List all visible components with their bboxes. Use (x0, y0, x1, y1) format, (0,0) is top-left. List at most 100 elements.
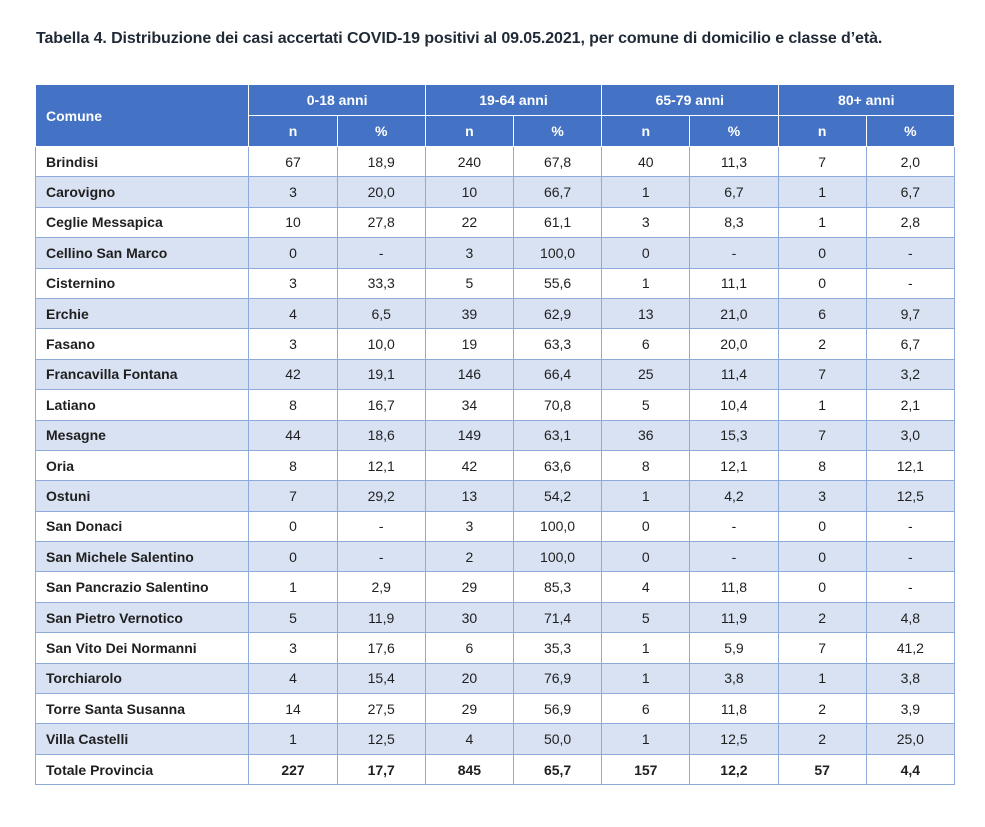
count-cell: 157 (601, 753, 691, 786)
count-cell: 29 (424, 571, 514, 603)
comune-cell: San Pancrazio Salentino (34, 571, 250, 603)
count-cell: 19 (424, 328, 514, 360)
count-cell: 39 (424, 297, 514, 330)
count-cell: 3 (424, 237, 514, 269)
comune-cell: Fasano (34, 328, 250, 360)
table-caption: Tabella 4. Distribuzione dei casi accert… (36, 30, 883, 47)
count-cell: 44 (248, 419, 338, 451)
count-cell: 6 (601, 328, 691, 360)
count-cell: 0 (777, 541, 867, 573)
comune-cell: Cisternino (34, 267, 250, 299)
header-group-0-18: 0-18 anni (248, 84, 426, 116)
count-cell: 1 (601, 480, 691, 512)
count-cell: 4 (248, 297, 338, 330)
header-pct: % (689, 115, 779, 147)
percent-cell: 6,7 (689, 176, 779, 208)
percent-cell: 8,3 (689, 206, 779, 239)
percent-cell: 66,7 (512, 176, 603, 208)
count-cell: 2 (777, 723, 867, 755)
table-row: Brindisi 67 18,9 240 67,8 40 11,3 7 2,0 (34, 145, 956, 178)
percent-cell: 27,5 (336, 693, 426, 725)
percent-cell: 100,0 (512, 237, 603, 269)
count-cell: 1 (777, 389, 867, 421)
percent-cell: 41,2 (865, 632, 956, 664)
count-cell: 8 (601, 449, 691, 482)
header-row-groups: Comune 0-18 anni 19-64 anni 65-79 anni 8… (34, 84, 956, 147)
table-row: San Donaci 0-3 100,0 0-0- (34, 510, 956, 543)
percent-cell: 63,1 (512, 419, 603, 451)
percent-cell: 5,9 (689, 632, 779, 664)
count-cell: 1 (601, 176, 691, 208)
percent-cell: 3,2 (865, 358, 956, 391)
header-group-65-79: 65-79 anni (601, 84, 779, 116)
count-cell: 36 (601, 419, 691, 451)
count-cell: 1 (248, 571, 338, 603)
comune-cell: Francavilla Fontana (34, 358, 250, 391)
count-cell: 0 (601, 510, 691, 543)
count-cell: 1 (601, 662, 691, 695)
percent-cell: 4,2 (689, 480, 779, 512)
percent-cell: 55,6 (512, 267, 603, 299)
count-cell: 57 (777, 753, 867, 786)
count-cell: 5 (248, 601, 338, 634)
percent-cell: 2,9 (336, 571, 426, 603)
percent-cell: 20,0 (336, 176, 426, 208)
percent-cell: 19,1 (336, 358, 426, 391)
percent-cell: 54,2 (512, 480, 603, 512)
table-header: Comune 0-18 anni 19-64 anni 65-79 anni 8… (34, 84, 956, 147)
percent-cell: 4,4 (865, 753, 956, 786)
percent-cell: 16,7 (336, 389, 426, 421)
comune-cell: Cellino San Marco (34, 237, 250, 269)
percent-cell: 18,9 (336, 145, 426, 178)
percent-cell: 29,2 (336, 480, 426, 512)
percent-cell: 12,5 (336, 723, 426, 755)
comune-cell: Ostuni (34, 480, 250, 512)
percent-cell: - (336, 510, 426, 543)
count-cell: 4 (601, 571, 691, 603)
table-row: Ostuni 7 29,2 13 54,2 1 4,2 3 12,5 (34, 480, 956, 512)
percent-cell: 25,0 (865, 723, 956, 755)
header-n: n (601, 115, 691, 147)
percent-cell: 11,9 (336, 601, 426, 634)
header-pct: % (865, 115, 956, 147)
percent-cell: - (865, 267, 956, 299)
count-cell: 40 (601, 145, 691, 178)
percent-cell: - (689, 237, 779, 269)
percent-cell: 3,8 (865, 662, 956, 695)
percent-cell: 2,1 (865, 389, 956, 421)
count-cell: 3 (248, 267, 338, 299)
percent-cell: 17,7 (336, 753, 426, 786)
table-row: Francavilla Fontana 42 19,1 146 66,4 25 11,4 7 3… (34, 358, 956, 391)
comune-cell: Villa Castelli (34, 723, 250, 755)
count-cell: 227 (248, 753, 338, 786)
percent-cell: 50,0 (512, 723, 603, 755)
percent-cell: 11,8 (689, 571, 779, 603)
count-cell: 845 (424, 753, 514, 786)
comune-cell: San Michele Salentino (34, 541, 250, 573)
percent-cell: 6,7 (865, 328, 956, 360)
percent-cell: - (865, 541, 956, 573)
table-row: Latiano 8 16,7 34 70,8 5 10,4 1 2,1 (34, 389, 956, 421)
percent-cell: 85,3 (512, 571, 603, 603)
count-cell: 6 (424, 632, 514, 664)
table-row: Torre Santa Susanna 14 27,5 29 56,9 6 11,8 2 3,9 (34, 693, 956, 725)
table-body: Brindisi 67 18,9 240 67,8 40 11,3 7 2,0 Carovigno… (34, 145, 956, 786)
count-cell: 2 (777, 601, 867, 634)
count-cell: 0 (248, 541, 338, 573)
table-row: San Pietro Vernotico 5 11,9 30 71,4 5 11,9 2 4,8 (34, 601, 956, 634)
table-row: San Vito Dei Normanni 3 17,6 6 35,3 1 5,9 7 41,2 (34, 632, 956, 664)
header-group-80-plus: 80+ anni (777, 84, 956, 116)
percent-cell: 12,1 (865, 449, 956, 482)
count-cell: 10 (248, 206, 338, 239)
count-cell: 4 (424, 723, 514, 755)
percent-cell: 3,9 (865, 693, 956, 725)
percent-cell: - (336, 237, 426, 269)
count-cell: 3 (777, 480, 867, 512)
percent-cell: 67,8 (512, 145, 603, 178)
percent-cell: - (689, 510, 779, 543)
percent-cell: - (865, 237, 956, 269)
comune-cell: Torchiarolo (34, 662, 250, 695)
percent-cell: 100,0 (512, 541, 603, 573)
count-cell: 8 (248, 389, 338, 421)
header-n: n (424, 115, 514, 147)
